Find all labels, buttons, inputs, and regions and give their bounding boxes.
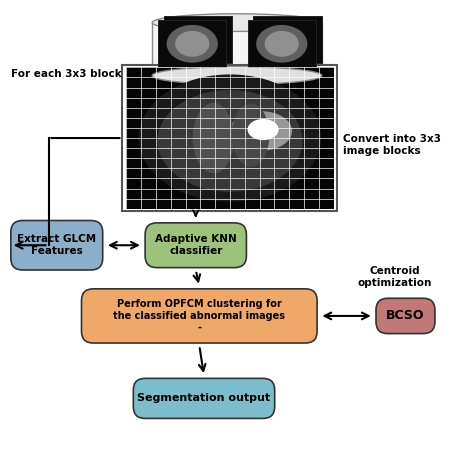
FancyBboxPatch shape <box>11 220 103 270</box>
FancyBboxPatch shape <box>126 67 334 209</box>
Text: BCSO: BCSO <box>386 310 425 322</box>
FancyBboxPatch shape <box>152 23 322 76</box>
Ellipse shape <box>152 14 322 31</box>
FancyBboxPatch shape <box>376 298 435 334</box>
Text: Segmentation output: Segmentation output <box>137 393 271 403</box>
Ellipse shape <box>264 31 299 57</box>
FancyBboxPatch shape <box>247 20 316 67</box>
Ellipse shape <box>230 111 292 151</box>
Ellipse shape <box>152 67 322 84</box>
Text: Convert into 3x3
image blocks: Convert into 3x3 image blocks <box>343 134 441 156</box>
Ellipse shape <box>157 90 302 192</box>
FancyBboxPatch shape <box>82 289 317 343</box>
Ellipse shape <box>139 74 321 201</box>
FancyBboxPatch shape <box>253 16 321 63</box>
Text: Perform OPFCM clustering for
the classified abnormal images
-: Perform OPFCM clustering for the classif… <box>113 299 285 333</box>
FancyBboxPatch shape <box>122 65 337 211</box>
Text: For each 3x3 block: For each 3x3 block <box>11 69 121 80</box>
Ellipse shape <box>192 103 234 173</box>
Ellipse shape <box>256 25 307 63</box>
Text: Extract GLCM
Features: Extract GLCM Features <box>17 235 96 256</box>
Text: Centroid
optimization: Centroid optimization <box>358 266 432 288</box>
FancyBboxPatch shape <box>164 16 232 63</box>
FancyBboxPatch shape <box>158 20 227 67</box>
Ellipse shape <box>167 25 218 63</box>
FancyBboxPatch shape <box>133 378 275 419</box>
FancyBboxPatch shape <box>145 223 246 268</box>
Text: Adaptive KNN
classifier: Adaptive KNN classifier <box>155 235 237 256</box>
Ellipse shape <box>247 119 279 140</box>
Ellipse shape <box>175 31 210 57</box>
Ellipse shape <box>232 103 269 167</box>
